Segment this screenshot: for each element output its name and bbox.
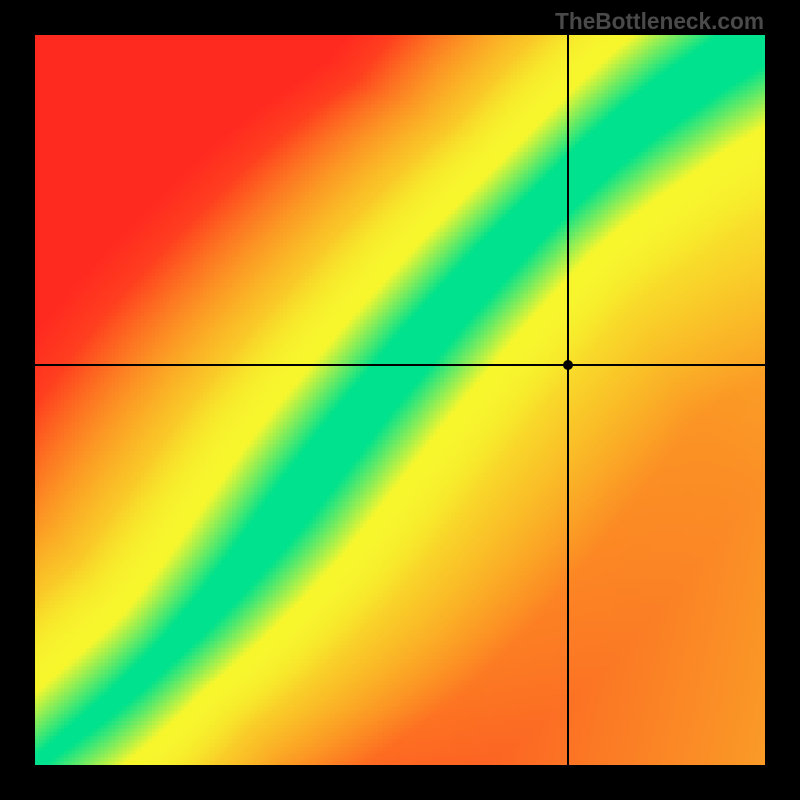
crosshair-horizontal [35,364,765,366]
crosshair-marker [563,360,573,370]
bottleneck-heatmap [35,35,765,765]
chart-container: TheBottleneck.com [0,0,800,800]
watermark-text: TheBottleneck.com [555,8,764,35]
crosshair-vertical [567,35,569,765]
